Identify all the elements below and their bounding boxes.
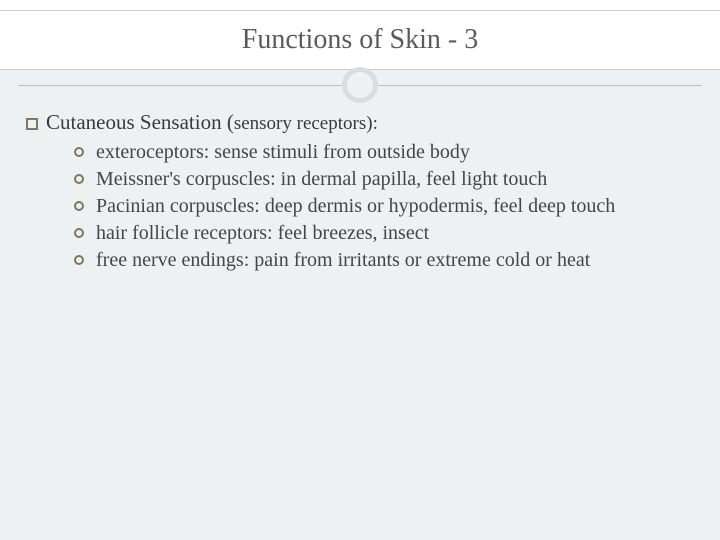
heading-rest: sensory receptors):: [234, 113, 378, 134]
slide: Functions of Skin - 3 Cutaneous Sensatio…: [0, 10, 720, 540]
list-item: free nerve endings: pain from irritants …: [74, 247, 694, 274]
heading-text: Cutaneous Sensation (sensory receptors):: [46, 110, 378, 134]
heading-line: Cutaneous Sensation (sensory receptors):: [26, 110, 694, 135]
bullet-list: exteroceptors: sense stimuli from outsid…: [26, 139, 694, 274]
list-item: exteroceptors: sense stimuli from outsid…: [74, 139, 694, 166]
list-item: hair follicle receptors: feel breezes, i…: [74, 220, 694, 247]
square-bullet-icon: [26, 118, 38, 130]
content-area: Cutaneous Sensation (sensory receptors):…: [0, 70, 720, 274]
list-item: Meissner's corpuscles: in dermal papilla…: [74, 166, 694, 193]
title-band: Functions of Skin - 3: [0, 10, 720, 70]
slide-title: Functions of Skin - 3: [0, 11, 720, 69]
heading-strong: Cutaneous Sensation (: [46, 110, 234, 134]
list-item: Pacinian corpuscles: deep dermis or hypo…: [74, 193, 694, 220]
